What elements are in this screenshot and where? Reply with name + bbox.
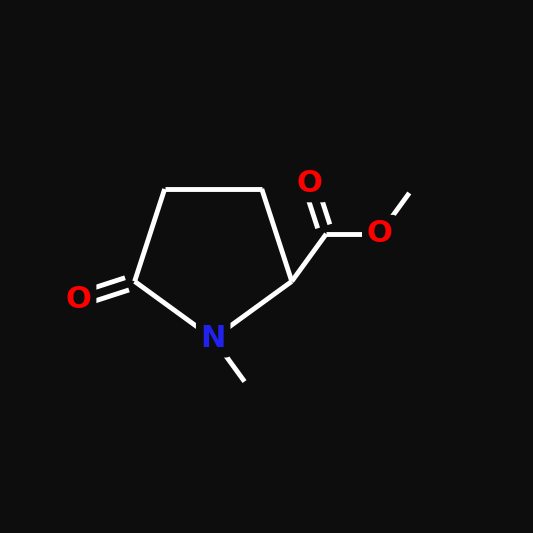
Text: N: N [200, 324, 226, 353]
Text: O: O [66, 285, 92, 314]
Text: O: O [297, 169, 322, 198]
Text: O: O [367, 220, 392, 248]
